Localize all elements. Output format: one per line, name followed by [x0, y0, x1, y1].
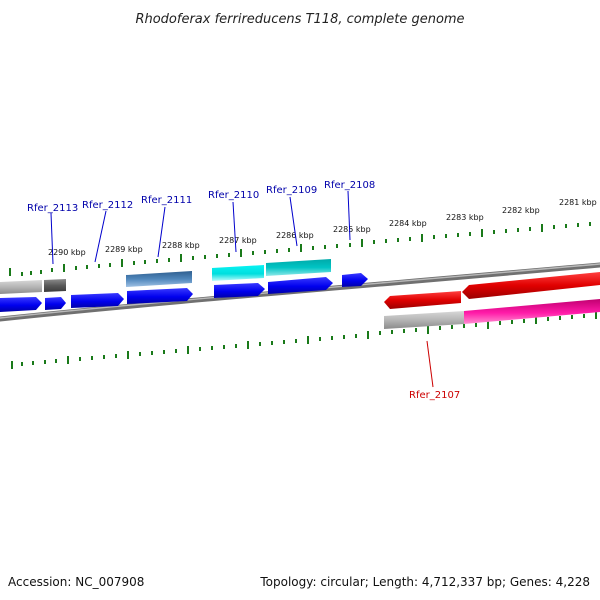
cds-arrow-right	[214, 283, 265, 298]
cds-arrow-right	[342, 273, 368, 287]
kbp-labels: 2290 kbp 2289 kbp 2288 kbp 2287 kbp 2286…	[48, 198, 597, 257]
kbp-label: 2288 kbp	[162, 241, 200, 250]
kbp-label: 2287 kbp	[219, 236, 257, 245]
gene-label-rfer-2111: Rfer_2111	[141, 195, 192, 206]
dark-gray-feature	[44, 279, 66, 292]
kbp-label: 2282 kbp	[502, 206, 540, 215]
gene-label-rfer-2112: Rfer_2112	[82, 200, 133, 211]
gene-label-rfer-2113: Rfer_2113	[27, 203, 78, 214]
features-reverse-strand	[384, 272, 600, 329]
lower-major-ticks	[11, 311, 597, 369]
gene-label-rfer-2107: Rfer_2107	[409, 390, 460, 401]
gray-feature	[0, 280, 42, 294]
gene-rfer-2110	[212, 265, 264, 281]
accession-label: Accession: NC_007908	[8, 575, 144, 589]
genome-backbone	[0, 262, 600, 322]
cds-arrow-left	[384, 291, 461, 309]
cds-arrow-right	[71, 293, 124, 308]
gene-labels: Rfer_2113 Rfer_2112 Rfer_2111 Rfer_2110 …	[27, 180, 460, 401]
map-title: Rhodoferax ferrireducens T118, complete …	[135, 12, 464, 27]
label-connectors	[50, 190, 434, 388]
cds-arrow-right	[127, 288, 193, 304]
cds-arrow-right	[0, 297, 42, 312]
cds-arrow-right	[45, 297, 66, 310]
lower-minor-ticks	[21, 314, 585, 366]
upper-major-ticks	[9, 224, 543, 276]
gene-label-rfer-2109: Rfer_2109	[266, 185, 317, 196]
kbp-label: 2285 kbp	[333, 225, 371, 234]
kbp-label: 2281 kbp	[559, 198, 597, 207]
tick-marks	[9, 222, 597, 369]
features-upper-row	[0, 259, 331, 294]
cds-arrow-right	[268, 277, 333, 294]
gene-rfer-2109	[266, 259, 331, 276]
kbp-label: 2289 kbp	[105, 245, 143, 254]
kbp-label: 2283 kbp	[446, 213, 484, 222]
gene-rfer-2107	[464, 299, 600, 324]
genome-summary: Topology: circular; Length: 4,712,337 bp…	[259, 575, 590, 589]
gene-label-rfer-2108: Rfer_2108	[324, 180, 375, 191]
cds-arrow-left	[462, 272, 600, 299]
kbp-label: 2286 kbp	[276, 231, 314, 240]
features-forward-cds	[0, 273, 368, 312]
gene-label-rfer-2110: Rfer_2110	[208, 190, 259, 201]
upper-minor-ticks	[21, 222, 591, 276]
gray-feature	[384, 311, 464, 329]
kbp-label: 2284 kbp	[389, 219, 427, 228]
gene-rfer-2111	[126, 271, 192, 287]
kbp-label: 2290 kbp	[48, 248, 86, 257]
